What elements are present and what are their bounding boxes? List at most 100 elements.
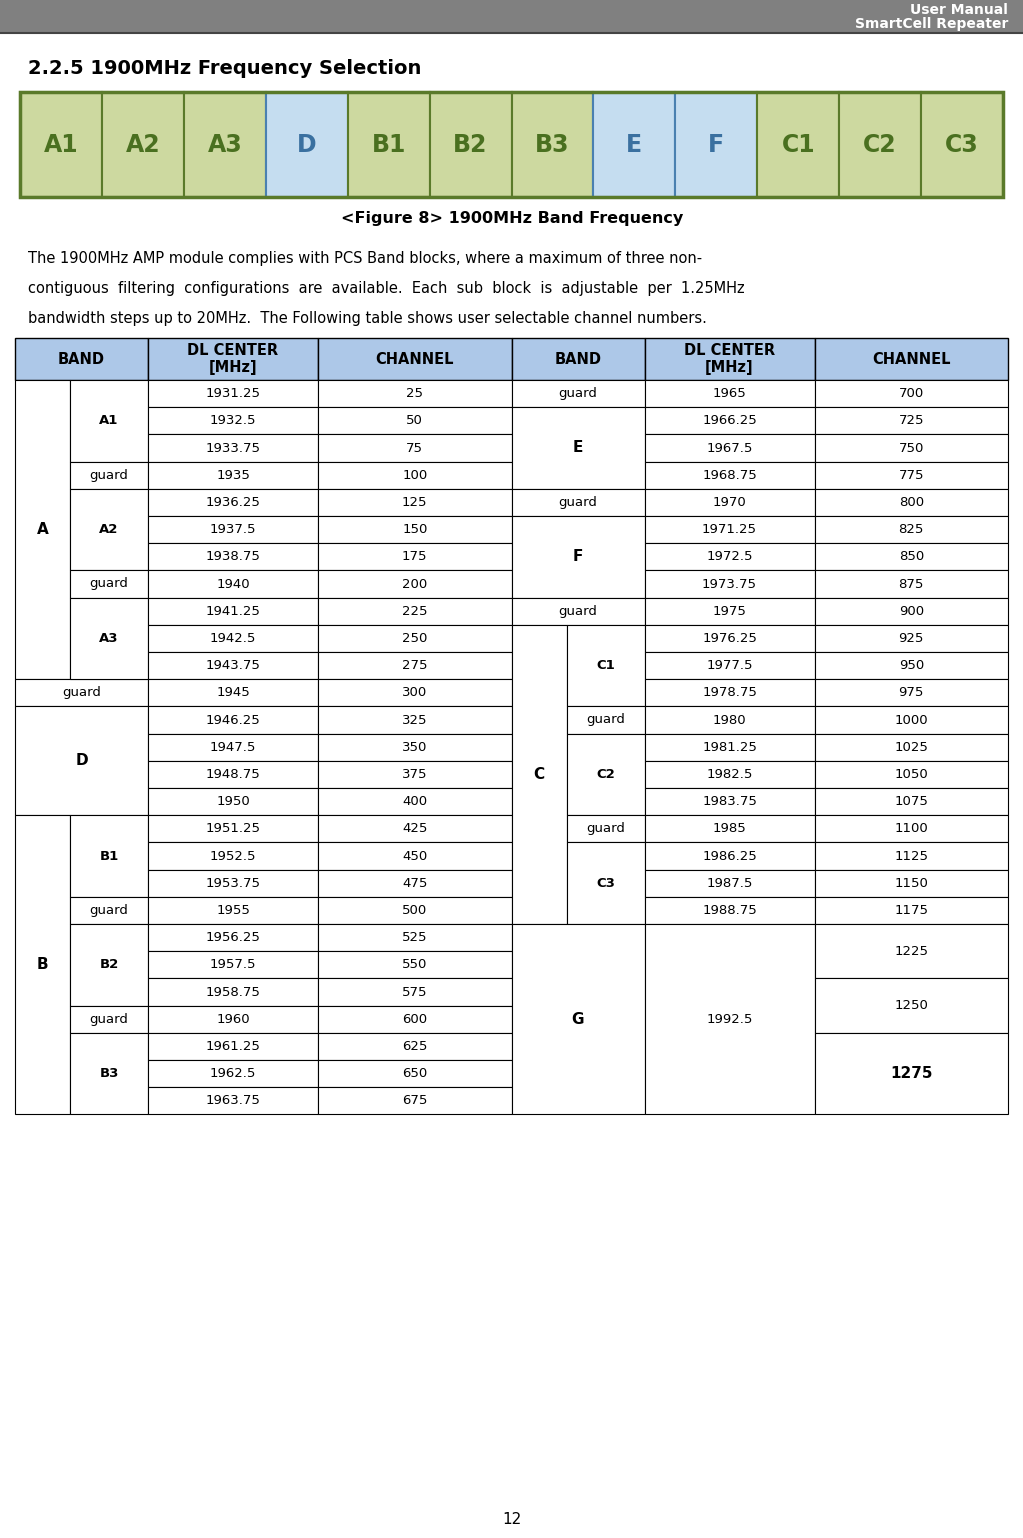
Text: 1962.5: 1962.5	[210, 1067, 256, 1080]
Bar	[70, 598, 148, 680]
Text: 625: 625	[402, 1040, 428, 1054]
Bar	[148, 950, 318, 978]
Bar	[814, 598, 1008, 624]
Text: D: D	[75, 754, 88, 769]
Text: 1150: 1150	[894, 877, 928, 889]
Bar	[15, 380, 70, 680]
Bar	[102, 92, 184, 197]
Text: 1978.75: 1978.75	[702, 686, 757, 700]
Bar	[644, 761, 814, 787]
Bar	[318, 571, 512, 598]
Bar	[644, 517, 814, 543]
Bar	[430, 92, 512, 197]
Bar	[148, 1087, 318, 1115]
Text: 1970: 1970	[713, 495, 747, 509]
Bar	[921, 92, 1003, 197]
Bar	[184, 92, 266, 197]
Bar	[70, 897, 148, 924]
Bar	[148, 338, 318, 380]
Text: 1100: 1100	[894, 823, 928, 835]
Text: 1952.5: 1952.5	[210, 849, 256, 863]
Text: 600: 600	[402, 1012, 428, 1026]
Bar	[644, 380, 814, 408]
Text: 1960: 1960	[216, 1012, 250, 1026]
Text: 475: 475	[402, 877, 428, 889]
Bar	[814, 978, 1008, 1034]
Bar	[814, 869, 1008, 897]
Bar	[644, 489, 814, 517]
Text: 325: 325	[402, 714, 428, 726]
Bar	[512, 924, 644, 1115]
Text: guard: guard	[559, 604, 597, 618]
Text: E: E	[626, 132, 642, 157]
Text: CHANNEL: CHANNEL	[375, 352, 454, 366]
Text: A1: A1	[44, 132, 79, 157]
Bar	[148, 1060, 318, 1087]
Bar	[148, 924, 318, 950]
Text: 1943.75: 1943.75	[206, 660, 261, 672]
Text: 1968.75: 1968.75	[702, 469, 757, 481]
Bar	[148, 897, 318, 924]
Text: 575: 575	[402, 986, 428, 998]
Text: 1942.5: 1942.5	[210, 632, 256, 644]
Bar	[70, 571, 148, 598]
Text: guard: guard	[90, 904, 129, 917]
Text: 1975: 1975	[713, 604, 747, 618]
Bar	[318, 924, 512, 950]
Bar	[15, 680, 148, 706]
Bar	[814, 380, 1008, 408]
Bar	[814, 489, 1008, 517]
Text: 1125: 1125	[894, 849, 928, 863]
Text: 750: 750	[898, 441, 924, 455]
Bar	[644, 652, 814, 680]
Bar	[318, 1006, 512, 1034]
Bar	[318, 652, 512, 680]
Bar	[148, 434, 318, 461]
Text: 1945: 1945	[216, 686, 250, 700]
Text: 525: 525	[402, 930, 428, 944]
Text: 850: 850	[898, 551, 924, 563]
Bar	[70, 924, 148, 1006]
Text: 1982.5: 1982.5	[706, 767, 753, 781]
Text: guard: guard	[559, 495, 597, 509]
Bar	[814, 652, 1008, 680]
Bar	[757, 92, 839, 197]
Bar	[644, 787, 814, 815]
Text: guard: guard	[586, 823, 625, 835]
Bar	[15, 815, 70, 1115]
Text: C1: C1	[596, 660, 615, 672]
Text: 1938.75: 1938.75	[206, 551, 261, 563]
Text: 1225: 1225	[894, 944, 928, 958]
Text: 300: 300	[402, 686, 428, 700]
Bar	[318, 408, 512, 434]
Bar	[814, 843, 1008, 869]
Bar	[70, 380, 148, 461]
Bar	[814, 434, 1008, 461]
Bar	[148, 680, 318, 706]
Bar	[814, 461, 1008, 489]
Text: guard: guard	[559, 388, 597, 400]
Text: guard: guard	[62, 686, 101, 700]
Bar	[70, 815, 148, 897]
Text: A3: A3	[99, 632, 119, 644]
Bar	[814, 1034, 1008, 1115]
Bar	[644, 815, 814, 843]
Text: BAND: BAND	[58, 352, 105, 366]
Text: 400: 400	[402, 795, 428, 807]
Bar	[348, 92, 430, 197]
Text: 275: 275	[402, 660, 428, 672]
Bar	[148, 843, 318, 869]
Bar	[814, 338, 1008, 380]
Bar	[148, 761, 318, 787]
Bar	[644, 598, 814, 624]
Bar	[644, 338, 814, 380]
Text: B1: B1	[99, 849, 119, 863]
Bar	[644, 843, 814, 869]
Text: 725: 725	[898, 414, 924, 428]
Bar	[318, 869, 512, 897]
Bar	[644, 924, 814, 1115]
Text: 1985: 1985	[713, 823, 747, 835]
Bar	[148, 1006, 318, 1034]
Text: 1956.25: 1956.25	[206, 930, 261, 944]
Bar	[318, 543, 512, 571]
